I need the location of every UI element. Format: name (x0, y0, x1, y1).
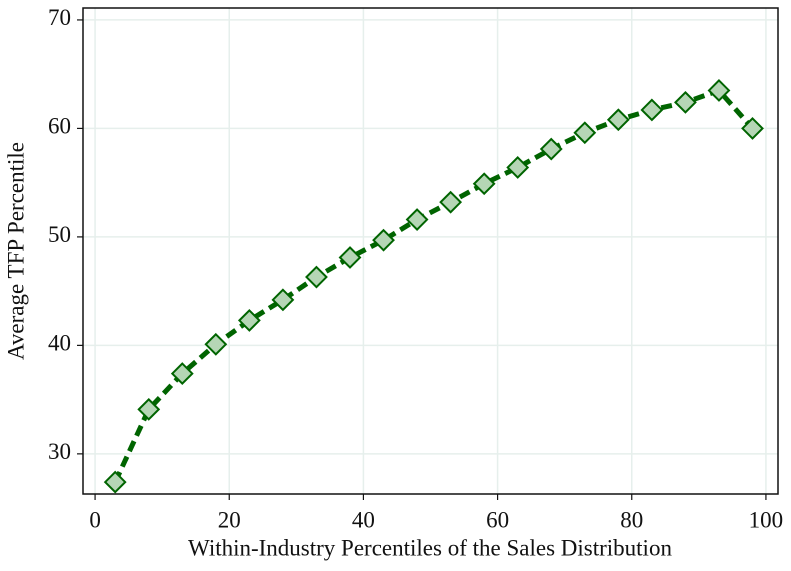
marker (271, 288, 295, 312)
marker (674, 90, 697, 114)
y-tick-label: 30 (48, 439, 71, 464)
marker (137, 397, 161, 421)
x-tick-label: 0 (89, 507, 101, 532)
marker (405, 208, 429, 231)
y-tick-label: 60 (48, 114, 71, 139)
marker (439, 190, 463, 214)
marker (372, 228, 395, 252)
x-axis-label: Within-Industry Percentiles of the Sales… (188, 535, 672, 560)
marker (573, 121, 597, 145)
marker (506, 156, 530, 179)
y-tick-label: 70 (48, 5, 71, 30)
marker (305, 265, 328, 289)
marker (472, 172, 496, 196)
marker (707, 79, 731, 102)
marker (640, 98, 664, 122)
marker (103, 470, 127, 494)
x-tick-label: 40 (352, 507, 375, 532)
marker (606, 108, 630, 132)
x-tick-label: 80 (620, 507, 643, 532)
marker (170, 362, 194, 385)
y-tick-label: 40 (48, 331, 71, 356)
x-tick-label: 60 (486, 507, 509, 532)
marker (237, 309, 261, 332)
marker (539, 137, 563, 161)
marker (338, 246, 362, 269)
x-tick-label: 100 (749, 507, 784, 532)
marker (204, 332, 228, 356)
x-tick-label: 20 (218, 507, 241, 532)
y-tick-label: 50 (48, 222, 71, 247)
plot-frame (82, 7, 779, 495)
grid (83, 8, 778, 494)
y-axis-label: Average TFP Percentile (3, 142, 28, 360)
marker (741, 117, 764, 140)
